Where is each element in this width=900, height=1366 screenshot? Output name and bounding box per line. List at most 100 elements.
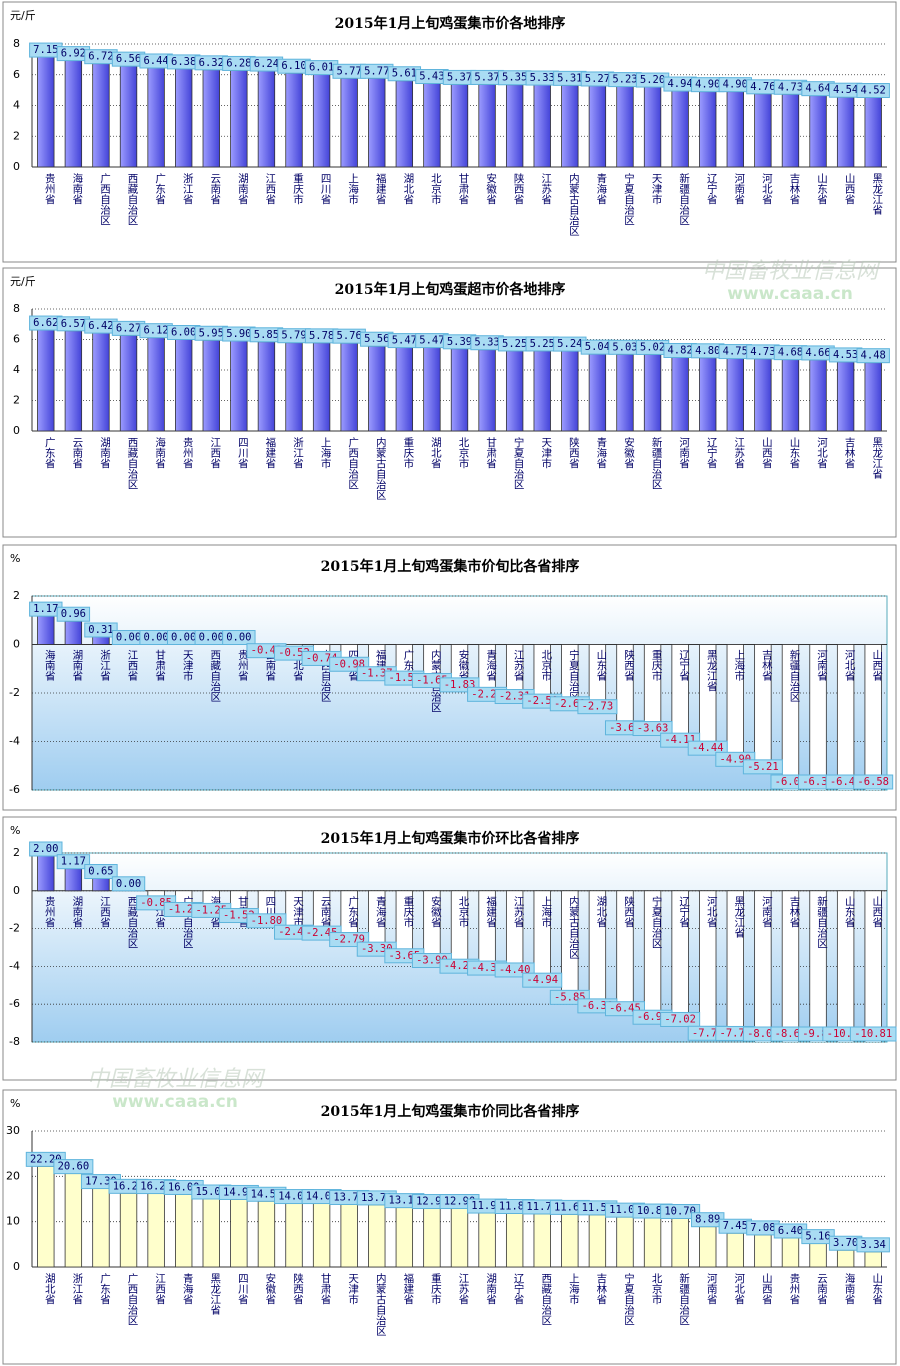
x-tick-label: 广东省 [154, 173, 166, 205]
bar [285, 72, 303, 167]
x-tick-label: 江西省 [127, 650, 139, 682]
x-tick-label: 黑龙江省 [871, 437, 883, 480]
x-tick-label: 天津市 [540, 437, 552, 469]
y-tick-label: 20 [6, 1169, 20, 1182]
bar [505, 350, 524, 431]
value-label: 5.56 [364, 333, 389, 345]
bar [809, 1243, 827, 1267]
y-tick-label: 8 [13, 302, 20, 315]
bar [671, 90, 689, 167]
bar [37, 56, 55, 167]
x-tick-label: 西藏自治区 [127, 437, 139, 490]
x-tick-label: 云南省 [209, 173, 221, 205]
x-tick-label: 湖南省 [71, 896, 83, 928]
value-label-box [222, 630, 256, 645]
value-label: 6.92 [61, 48, 86, 60]
bar [64, 60, 83, 167]
bar [836, 361, 855, 431]
bar [175, 1194, 193, 1267]
value-label: 7.45 [723, 1220, 748, 1232]
bar [423, 347, 441, 431]
x-tick-label: 湖北省 [402, 173, 414, 205]
bar [726, 358, 744, 431]
value-label: 4.54 [833, 84, 858, 96]
x-tick-label: 山东省 [816, 173, 828, 205]
value-label: 6.40 [778, 1225, 803, 1237]
bar [809, 644, 827, 790]
value-label: 5.35 [502, 72, 527, 84]
x-tick-label: 广东省 [44, 437, 56, 469]
bar [561, 350, 579, 431]
value-label: -5.21 [747, 761, 779, 773]
bar [671, 357, 689, 431]
x-tick-label: 安徽省 [430, 895, 442, 928]
bar [699, 357, 717, 431]
x-tick-label: 安徽省 [264, 1272, 276, 1305]
value-label: -6.58 [857, 776, 889, 788]
value-label-box [742, 759, 783, 775]
y-tick-label: 0 [13, 424, 20, 437]
x-tick-label: 河南省 [761, 896, 773, 928]
value-label: 6.56 [116, 53, 141, 65]
value-label: 5.77 [337, 65, 362, 77]
value-label: 4.64 [805, 83, 830, 95]
bar [781, 1237, 800, 1267]
value-label: 5.61 [392, 68, 417, 80]
y-tick-label: -2 [9, 686, 20, 699]
x-tick-label: 广东省 [99, 1273, 111, 1305]
x-tick-label: 新疆自治区 [788, 649, 800, 702]
bar [809, 95, 827, 167]
bar [533, 1213, 551, 1267]
x-tick-label: 陕西省 [292, 1272, 304, 1305]
x-tick-label: 山东省 [788, 437, 800, 469]
bar [505, 1213, 524, 1267]
value-label: 0.65 [88, 866, 113, 878]
bar [423, 1208, 441, 1267]
value-label: 5.20 [640, 74, 665, 86]
value-label: 4.82 [667, 344, 692, 356]
value-label-box [849, 1026, 897, 1042]
bar [864, 890, 882, 1042]
value-label: 0.00 [116, 632, 141, 644]
value-label: 5.33 [474, 337, 499, 349]
value-label: 4.75 [723, 346, 748, 358]
bar [147, 1193, 165, 1267]
bar [450, 1208, 469, 1267]
x-tick-label: 山西省 [871, 896, 883, 928]
x-tick-label: 安徽省 [458, 649, 470, 682]
value-label: 5.31 [557, 72, 582, 84]
watermark-text: 中国畜牧业信息网 [702, 259, 881, 284]
bar [230, 70, 248, 167]
x-tick-label: 山西省 [761, 1273, 773, 1305]
x-tick-label: 重庆市 [651, 649, 663, 682]
bar [726, 91, 744, 167]
value-label: 4.94 [667, 78, 692, 90]
bar [588, 353, 607, 431]
bar [368, 345, 386, 431]
x-tick-label: 海南省 [844, 1272, 856, 1305]
bar [781, 644, 800, 790]
x-tick-label: 贵州省 [237, 649, 249, 682]
x-tick-label: 新疆自治区 [651, 436, 663, 489]
bar [230, 340, 248, 431]
value-label: 5.25 [502, 338, 527, 350]
bars [37, 329, 882, 431]
value-label-box [84, 864, 118, 880]
bar [202, 69, 220, 167]
value-label-box [660, 1203, 701, 1219]
value-label-box [56, 606, 91, 622]
bar [450, 84, 469, 167]
x-tick-label: 广东省 [347, 896, 359, 928]
y-tick-label: 2 [13, 846, 20, 859]
x-tick-label: 宁夏自治区 [568, 649, 580, 702]
x-tick-label: 新疆自治区 [678, 172, 690, 225]
y-tick-label: 0 [13, 638, 20, 651]
bar [37, 329, 55, 431]
x-tick-label: 福建省 [402, 1272, 414, 1305]
x-tick-label: 天津市 [292, 896, 304, 928]
bar [175, 339, 193, 431]
value-label: 4.73 [750, 346, 775, 358]
value-label: 5.23 [612, 74, 637, 86]
value-label: -4.94 [526, 974, 558, 986]
value-label: 6.00 [171, 327, 196, 339]
